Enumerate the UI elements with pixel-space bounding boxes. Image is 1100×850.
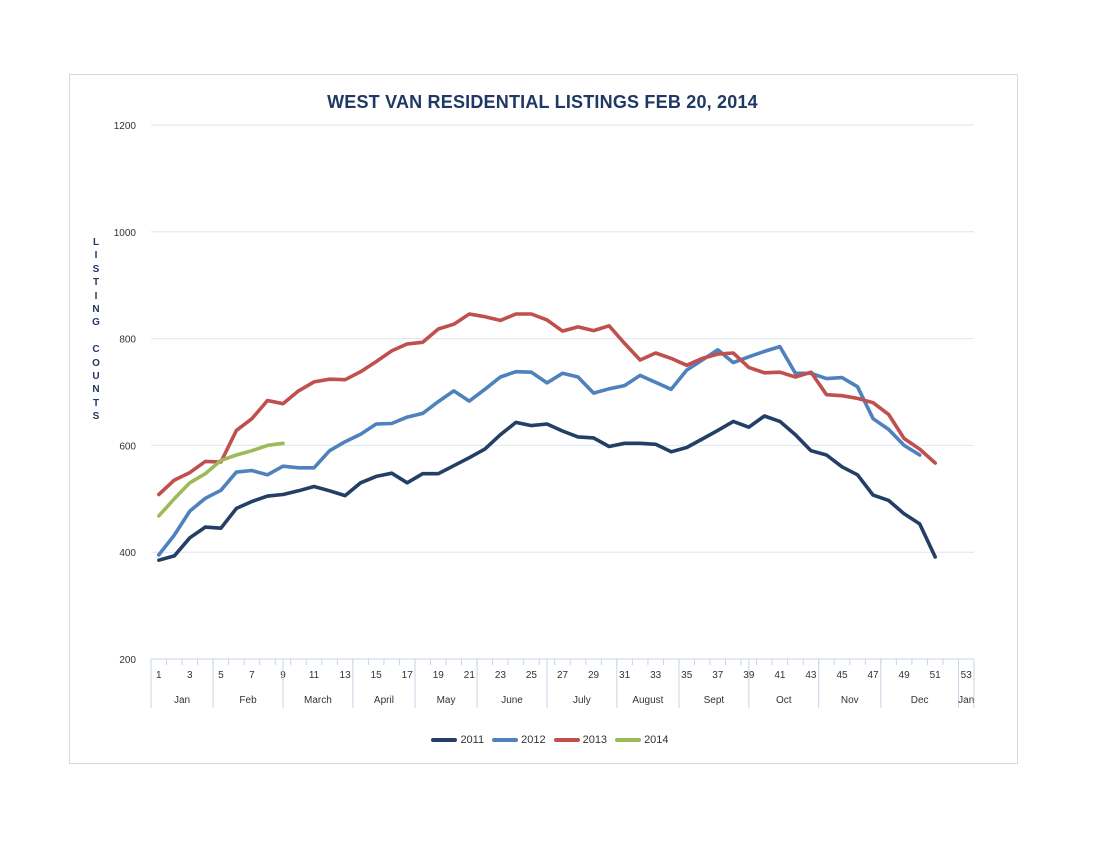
month-label: May: [437, 695, 456, 706]
y-axis-label-letter: N: [92, 303, 100, 315]
x-tick-label: 23: [495, 670, 507, 681]
y-axis-label-letter: T: [92, 277, 100, 289]
x-tick-label: 13: [340, 670, 352, 681]
y-axis-label-letter: L: [92, 237, 100, 248]
month-label: April: [374, 695, 394, 706]
month-label: March: [304, 695, 332, 706]
y-tick-label: 1200: [114, 121, 137, 132]
y-axis-label-letter: U: [92, 370, 100, 382]
x-tick-label: 35: [681, 670, 693, 681]
x-tick-label: 47: [868, 670, 880, 681]
y-axis-label-letter: S: [92, 411, 100, 423]
x-tick-label: 33: [650, 670, 662, 681]
legend-label: 2011: [460, 734, 485, 747]
legend-label: 2014: [644, 734, 669, 747]
legend-item-2014: 2014: [615, 734, 669, 747]
y-tick-label: 800: [119, 335, 136, 346]
legend-label: 2012: [521, 734, 546, 747]
month-label: Dec: [911, 695, 929, 706]
legend-item-2013: 2013: [553, 734, 608, 747]
x-tick-label: 1: [156, 670, 162, 681]
x-tick-label: 7: [249, 670, 255, 681]
y-axis-label-letter: I: [94, 250, 98, 262]
month-label: Sept: [704, 695, 725, 706]
x-tick-label: 21: [464, 670, 476, 681]
y-axis-label-letter: O: [92, 357, 100, 369]
y-tick-label: 600: [119, 441, 136, 452]
month-label: June: [501, 695, 523, 706]
x-tick-label: 11: [309, 670, 320, 681]
month-label: Nov: [841, 695, 859, 706]
y-axis-label-letter: N: [92, 384, 100, 396]
month-label: Jan: [174, 695, 190, 706]
y-axis-label-letter: G: [92, 317, 100, 329]
x-tick-label: 49: [899, 670, 911, 681]
month-label: July: [573, 695, 591, 706]
chart-title: WEST VAN RESIDENTIAL LISTINGS FEB 20, 20…: [327, 92, 758, 112]
y-axis-label-letter: T: [92, 397, 100, 409]
x-tick-label: 17: [402, 670, 414, 681]
legend-item-2011: 2011: [431, 734, 484, 746]
x-tick-label: 25: [526, 670, 538, 681]
legend-item-2012: 2012: [492, 734, 546, 747]
x-tick-label: 45: [836, 670, 848, 681]
x-tick-label: 29: [588, 670, 600, 681]
x-tick-label: 27: [557, 670, 569, 681]
legend-swatch: [553, 738, 580, 743]
x-tick-label: 53: [961, 670, 973, 681]
month-label: Oct: [776, 695, 792, 706]
x-tick-label: 15: [371, 670, 383, 681]
legend-label: 2013: [582, 734, 608, 747]
x-tick-label: 43: [805, 670, 817, 681]
legend-swatch: [492, 738, 519, 743]
series-line-2011: [157, 414, 938, 563]
x-tick-label: 19: [433, 670, 445, 681]
legend-swatch: [615, 738, 642, 743]
x-tick-label: 51: [930, 670, 942, 681]
y-axis-label-letter: C: [92, 344, 100, 356]
series-line-2012: [157, 344, 922, 557]
y-tick-label: 200: [119, 655, 136, 666]
month-label: Feb: [239, 695, 257, 706]
y-axis-label-letter: I: [94, 290, 98, 302]
series-line-2014: [157, 441, 285, 518]
chart-frame: [69, 74, 1018, 764]
x-tick-label: 41: [774, 670, 786, 681]
y-axis-label-letter: S: [92, 263, 100, 275]
x-tick-label: 37: [712, 670, 724, 681]
x-tick-label: 3: [187, 670, 193, 681]
y-tick-label: 400: [119, 548, 136, 559]
chart-legend: 2011 2012 2013 2014: [0, 734, 1100, 746]
month-label: Jan: [958, 695, 974, 706]
month-label: August: [632, 695, 663, 706]
x-tick-label: 31: [619, 670, 631, 681]
y-tick-label: 1000: [114, 228, 137, 239]
legend-swatch: [431, 738, 458, 743]
series-line-2013: [157, 312, 938, 497]
x-tick-label: 5: [218, 670, 224, 681]
